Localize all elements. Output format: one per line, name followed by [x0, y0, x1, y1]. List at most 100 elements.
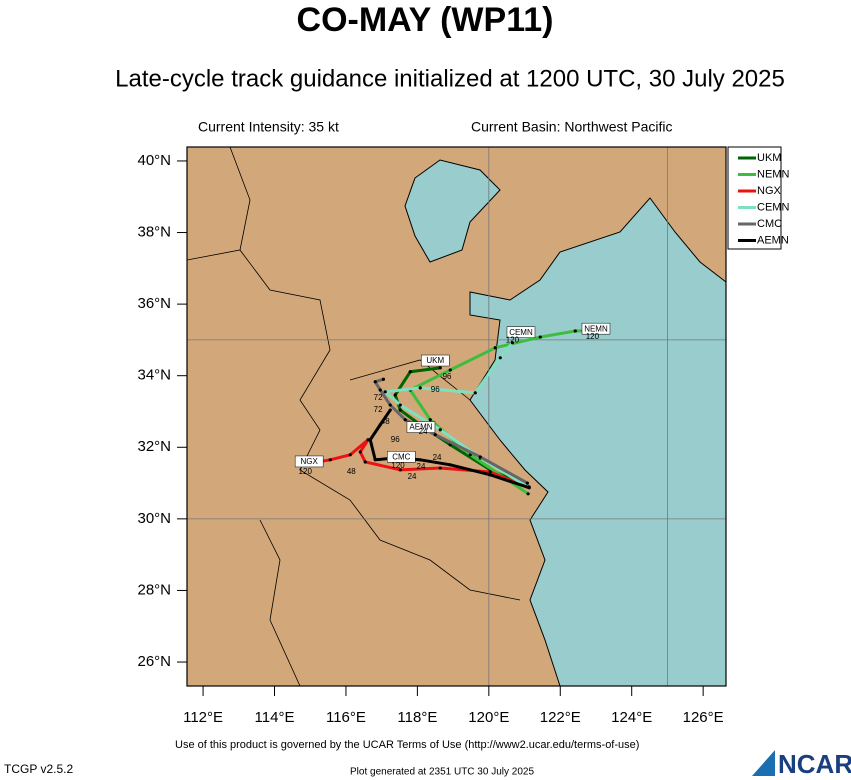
track-point [398, 408, 402, 412]
logo: NCAR [752, 749, 851, 779]
track-point [488, 473, 492, 477]
hour-label: 120 [299, 467, 313, 476]
hour-label: 96 [431, 385, 440, 394]
track-point [403, 418, 407, 422]
legend-label: UKM [757, 152, 781, 164]
border [349, 359, 471, 401]
track-point [428, 418, 432, 422]
hour-label: 24 [433, 453, 442, 462]
subtitle: Late-cycle track guidance initialized at… [115, 65, 785, 92]
track-point [473, 391, 477, 395]
x-tick-label: 114°E [255, 709, 295, 726]
y-tick-label: 34°N [137, 367, 171, 384]
tag: CEMN [509, 328, 533, 337]
track-point [368, 438, 372, 442]
x-tick-label: 120°E [468, 709, 509, 726]
generated: Plot generated at 2351 UTC 30 July 2025 [350, 767, 534, 778]
terms: Use of this product is governed by the U… [175, 739, 639, 751]
tag-box [420, 354, 450, 367]
hour-label: 96 [391, 435, 400, 444]
tag-box [294, 455, 324, 468]
tag-box [581, 322, 611, 335]
version: TCGP v2.5.2 [4, 762, 73, 776]
track-point [381, 377, 386, 381]
track-point [383, 390, 387, 394]
track-point [358, 450, 362, 454]
y-tick-label: 26°N [137, 653, 171, 670]
legend-label: NGX [757, 185, 782, 197]
track-point [398, 403, 402, 407]
track-point [448, 368, 452, 372]
track-point [438, 366, 442, 370]
track-point [388, 408, 392, 412]
bohai-sea [404, 159, 501, 263]
hour-label: 48 [347, 467, 356, 476]
x-tick-label: 112°E [183, 709, 223, 726]
legend-label: CEMN [757, 201, 789, 213]
track-point [438, 428, 442, 432]
track-point [573, 329, 577, 333]
track-point [418, 386, 422, 390]
track-point [527, 486, 531, 490]
tag: NGX [300, 457, 318, 466]
tag: CMC [392, 452, 410, 461]
tag-box [406, 421, 436, 433]
y-tick-label: 38°N [137, 224, 171, 241]
border [187, 249, 521, 601]
border [259, 519, 301, 686]
hour-label: 72 [374, 393, 383, 402]
track-point [388, 403, 392, 407]
track-point [438, 466, 442, 470]
legend-label: NEMN [757, 168, 789, 180]
info-left: Current Intensity: 35 kt [198, 119, 339, 135]
hour-label: 48 [381, 417, 390, 426]
y-tick-label: 32°N [137, 438, 171, 455]
track-point [433, 433, 437, 437]
track-point [373, 458, 377, 462]
x-tick-label: 126°E [683, 709, 724, 726]
track-point [448, 463, 452, 467]
info-right: Current Basin: Northwest Pacific [471, 119, 673, 135]
track-point [373, 380, 377, 384]
frame [186, 146, 727, 687]
legend-label: CMC [757, 218, 782, 230]
track-point [378, 388, 382, 392]
x-tick-label: 122°E [540, 709, 581, 726]
hour-label: 72 [374, 405, 383, 414]
track [393, 366, 530, 489]
track-point [363, 460, 367, 464]
hour-label: 24 [419, 427, 428, 436]
track-point [493, 346, 497, 350]
x-tick-label: 118°E [397, 709, 437, 726]
track-point [348, 453, 352, 457]
tag-box [387, 451, 416, 463]
tag: NEMN [584, 324, 608, 333]
track-point [526, 492, 530, 496]
track-point [398, 468, 402, 472]
track-point [488, 470, 492, 474]
track-point [538, 335, 542, 339]
track-point [408, 370, 412, 374]
track-point [418, 458, 422, 462]
x-tick-label: 116°E [326, 709, 366, 726]
title: CO-MAY (WP11) [297, 1, 554, 39]
hour-label: 24 [417, 462, 426, 471]
track [373, 377, 529, 485]
track-point [510, 341, 515, 345]
track-point [498, 356, 502, 360]
sea [469, 197, 726, 686]
track-point [478, 455, 482, 459]
y-tick-label: 28°N [137, 581, 171, 598]
y-tick-label: 30°N [137, 510, 171, 527]
hour-label: 24 [408, 472, 417, 481]
hour-label: 120 [586, 332, 600, 341]
hour-label: 96 [443, 372, 452, 381]
y-tick-label: 40°N [137, 152, 171, 169]
x-tick-label: 124°E [611, 709, 652, 726]
border [229, 147, 251, 251]
hour-label: 120 [391, 461, 405, 470]
y-tick-label: 36°N [137, 295, 171, 312]
track-point [393, 393, 397, 397]
